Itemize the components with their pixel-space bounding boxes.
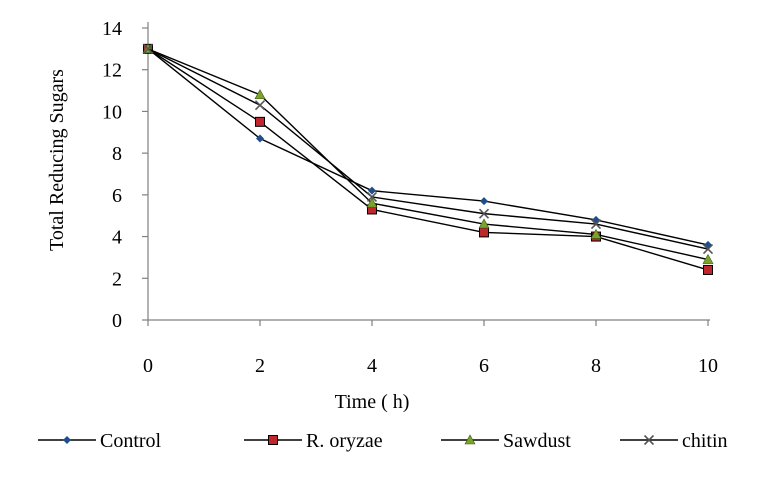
- series-control: [144, 44, 712, 249]
- legend-marker: [63, 436, 71, 444]
- x-tick-label: 10: [698, 355, 718, 377]
- legend-marker: [268, 435, 278, 445]
- data-point: [478, 218, 490, 229]
- legend-item: chitin: [620, 430, 728, 452]
- series-r-oryzae: [143, 43, 713, 275]
- data-point: [256, 134, 264, 143]
- legend-label: Sawdust: [503, 430, 571, 452]
- y-tick-label: 2: [112, 268, 122, 290]
- data-point: [142, 43, 154, 54]
- legend-item: R. oryzae: [244, 430, 383, 452]
- legend-label: chitin: [682, 430, 728, 452]
- y-tick-label: 4: [112, 227, 122, 249]
- data-point: [254, 89, 266, 100]
- x-tick-label: 8: [591, 355, 601, 377]
- data-point: [368, 186, 376, 195]
- data-point: [254, 100, 266, 111]
- data-point: [480, 197, 488, 206]
- series-group: [142, 43, 714, 275]
- y-tick-label: 0: [112, 310, 122, 332]
- data-point: [479, 227, 489, 238]
- series-line: [147, 48, 709, 271]
- legend-marker: [643, 434, 655, 446]
- y-tick-label: 12: [102, 60, 122, 82]
- legend-label: Control: [100, 430, 162, 452]
- y-axis-title: Total Reducing Sugars: [46, 69, 68, 251]
- series-chitin: [142, 43, 714, 255]
- tick-labels: 0 2 4 6 8 10 12 14 0 2 4 6 8 10: [102, 18, 718, 377]
- x-tick-label: 4: [367, 355, 377, 377]
- x-tick-label: 2: [255, 355, 265, 377]
- series-line: [147, 48, 709, 246]
- y-tick-label: 8: [112, 143, 122, 165]
- x-tick-label: 6: [479, 355, 489, 377]
- x-tick-label: 0: [143, 355, 153, 377]
- data-point: [592, 215, 600, 224]
- data-point: [478, 208, 490, 219]
- data-point: [366, 191, 378, 203]
- y-tick-label: 6: [112, 185, 122, 207]
- axes: [147, 22, 710, 321]
- data-point: [366, 197, 378, 208]
- data-point: [255, 116, 265, 127]
- data-point: [702, 244, 714, 255]
- x-axis-title: Time ( h): [335, 391, 410, 413]
- data-point: [590, 228, 602, 239]
- legend-label: R. oryzae: [306, 430, 383, 452]
- legend-item: Sawdust: [441, 430, 571, 452]
- y-tick-label: 14: [102, 18, 122, 40]
- series-line: [147, 48, 709, 261]
- legend-marker: [464, 434, 476, 445]
- y-tick-label: 10: [102, 101, 122, 123]
- legend-item: Control: [38, 430, 162, 452]
- data-point: [703, 264, 713, 275]
- data-point: [704, 240, 712, 249]
- data-point: [590, 218, 602, 230]
- data-point: [702, 253, 714, 264]
- legend: Control R. oryzae Sawdust chitin: [38, 430, 728, 452]
- series-line: [147, 48, 709, 250]
